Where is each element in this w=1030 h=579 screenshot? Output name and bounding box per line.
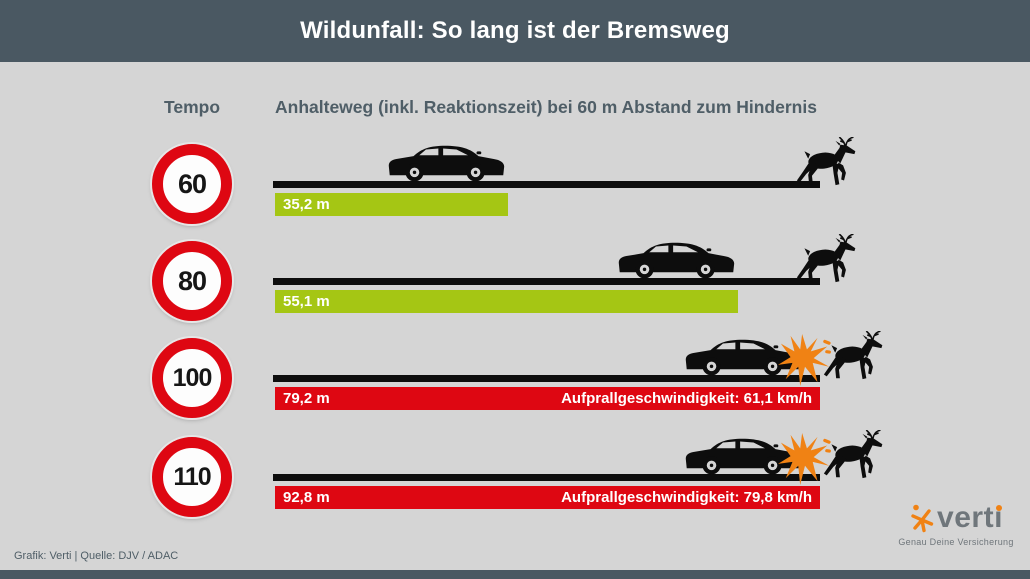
stopping-distance-bar: 79,2 m Aufprallgeschwindigkeit: 61,1 km/… xyxy=(275,387,820,410)
collision-burst-icon xyxy=(776,432,834,486)
speed-limit-sign-80: 80 xyxy=(152,241,232,321)
road-track xyxy=(273,132,820,242)
speed-value: 100 xyxy=(172,364,213,392)
verti-tagline: Genau Deine Versicherung xyxy=(898,537,1014,547)
stopping-distance-label: 35,2 m xyxy=(283,196,330,213)
road-line xyxy=(273,375,820,382)
stopping-distance-bar: 92,8 m Aufprallgeschwindigkeit: 79,8 km/… xyxy=(275,486,820,509)
distance-bar-track: 79,2 m Aufprallgeschwindigkeit: 61,1 km/… xyxy=(275,387,820,410)
road-line xyxy=(273,474,820,481)
source-credit: Grafik: Verti | Quelle: DJV / ADAC xyxy=(14,550,179,562)
impact-speed-label: Aufprallgeschwindigkeit: 61,1 km/h xyxy=(561,390,812,407)
stopping-distance-bar: 55,1 m xyxy=(275,290,739,313)
bottom-bar xyxy=(0,570,1030,579)
speed-row-60: 60 35,2 m xyxy=(0,132,1030,242)
speed-value: 60 xyxy=(177,169,207,199)
road-line xyxy=(273,181,820,188)
distance-bar-track: 92,8 m Aufprallgeschwindigkeit: 79,8 km/… xyxy=(275,486,820,509)
stopping-distance-label: 55,1 m xyxy=(283,293,330,310)
stopping-distance-label: 92,8 m xyxy=(283,489,330,506)
page-title: Wildunfall: So lang ist der Bremsweg xyxy=(0,0,1030,62)
road-track xyxy=(273,425,820,535)
speed-value: 80 xyxy=(177,266,207,296)
verti-i-dot xyxy=(995,505,1002,511)
stopping-distance-label: 79,2 m xyxy=(283,390,330,407)
column-header-anhalteweg: Anhalteweg (inkl. Reaktionszeit) bei 60 … xyxy=(275,97,817,117)
distance-bar-track: 55,1 m xyxy=(275,290,820,313)
distance-bar-track: 35,2 m xyxy=(275,193,820,216)
verti-logo: vertı Genau Deine Versicherung xyxy=(896,500,1016,547)
road-track xyxy=(273,229,820,339)
stopping-distance-bar: 35,2 m xyxy=(275,193,509,216)
road-line xyxy=(273,278,820,285)
speed-limit-sign-100: 100 xyxy=(152,338,232,418)
road-track xyxy=(273,326,820,436)
speed-row-110: 110 92,8 m Aufprallgeschwindigkeit: 79,8… xyxy=(0,425,1030,535)
verti-splat-icon xyxy=(909,503,935,533)
speed-limit-sign-110: 110 xyxy=(152,437,232,517)
speed-row-100: 100 79,2 m Aufprallgeschwindigkeit: 61,1… xyxy=(0,326,1030,436)
deer-icon xyxy=(795,234,861,287)
collision-burst-icon xyxy=(776,333,834,387)
car-icon xyxy=(384,138,508,182)
speed-value: 110 xyxy=(173,463,211,491)
verti-wordmark: vertı xyxy=(937,501,1003,534)
speed-limit-sign-60: 60 xyxy=(152,144,232,224)
impact-speed-label: Aufprallgeschwindigkeit: 79,8 km/h xyxy=(561,489,812,506)
deer-icon xyxy=(795,137,861,190)
column-header-tempo: Tempo xyxy=(163,97,221,117)
car-icon xyxy=(614,235,738,279)
speed-row-80: 80 55,1 m xyxy=(0,229,1030,339)
